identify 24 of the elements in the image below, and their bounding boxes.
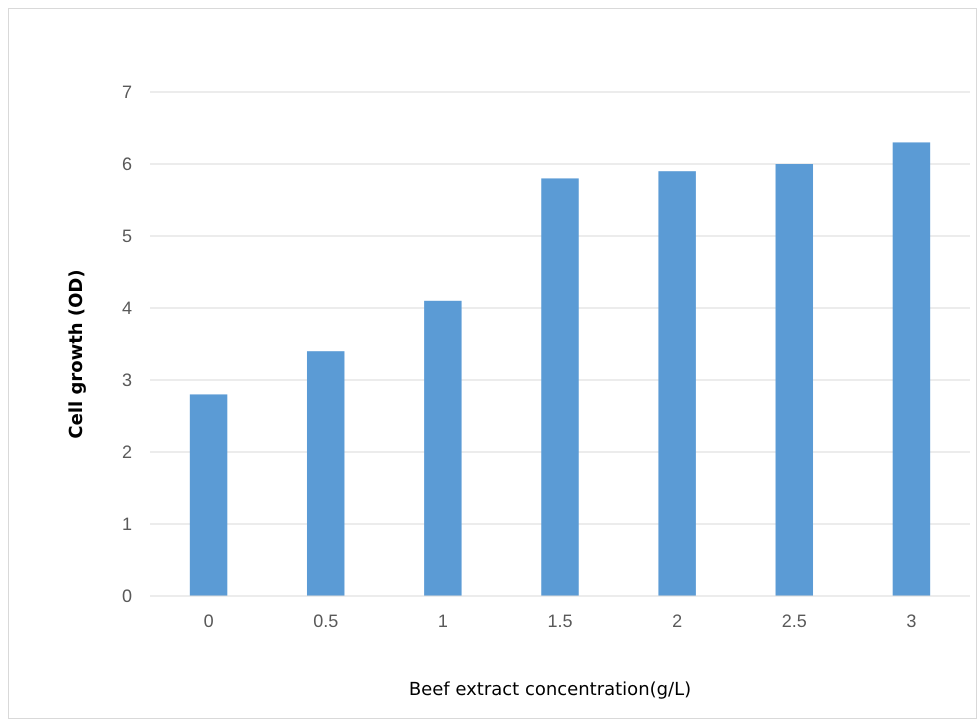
y-tick-label: 3 [122,370,132,390]
y-tick-label: 4 [122,298,132,318]
x-tick-label: 0.5 [313,610,338,631]
x-tick-label: 2.5 [782,610,807,631]
bar [541,178,579,596]
x-axis-title: Beef extract concentration(g/L) [408,679,692,700]
bar [776,164,814,596]
y-tick-label: 5 [122,226,132,246]
y-tick-label: 1 [122,514,132,534]
bar [190,394,228,596]
x-tick-label: 2 [672,610,682,631]
y-axis-title: Cell growth (OD) [66,269,87,439]
x-tick-label: 3 [906,610,916,631]
y-tick-label: 2 [122,442,132,462]
y-tick-label: 6 [122,154,132,174]
bar [892,142,930,596]
x-tick-label: 1 [438,610,448,631]
x-tick-label: 0 [204,610,214,631]
bar [306,351,344,596]
y-tick-label: 0 [122,586,132,606]
y-tick-label: 7 [122,82,132,102]
bar [658,171,696,596]
bar [424,300,462,596]
x-tick-label: 1.5 [547,610,573,631]
